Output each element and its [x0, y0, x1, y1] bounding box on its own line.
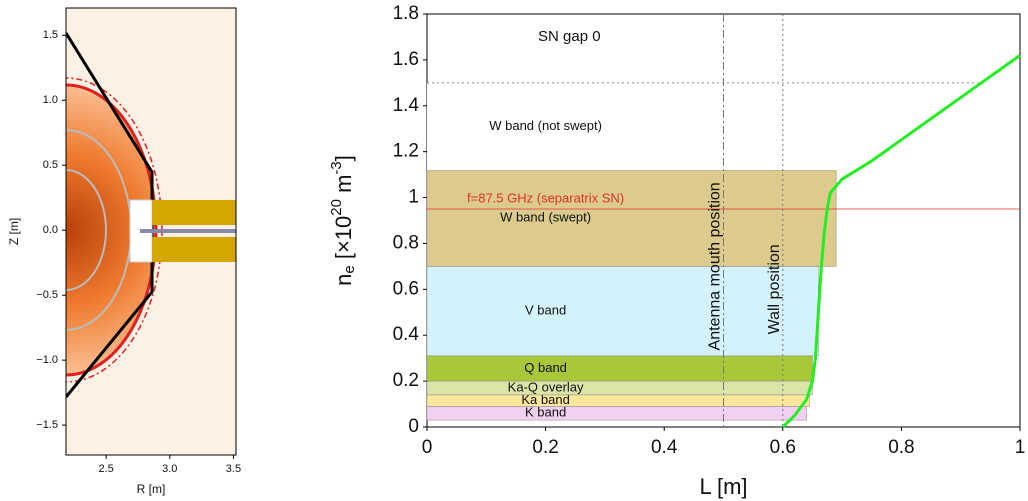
y-tick-label: 0.0: [43, 224, 58, 236]
band-label: K band: [525, 405, 566, 420]
y-tick-label: 0.6: [393, 278, 419, 299]
y-tick-label: −1.0: [36, 354, 58, 366]
band-label: V band: [525, 303, 566, 318]
x-axis-label: L [m]: [699, 474, 747, 499]
h-line-label: f=87.5 GHz (separatrix SN): [467, 190, 624, 205]
x-tick-label: 0.6: [770, 437, 796, 458]
y-tick-label: −0.5: [36, 289, 58, 301]
y-tick-label: 0.4: [393, 324, 420, 345]
y-axis-label-part: -3: [328, 161, 345, 174]
x-tick-label: 0.4: [651, 437, 678, 458]
y-tick-label: 1: [408, 187, 419, 208]
y-tick-label: 1.5: [43, 29, 58, 41]
band: [426, 406, 807, 421]
y-tick-label: 1.4: [393, 95, 420, 116]
v-line-label: Antenna mouth position: [707, 182, 724, 350]
y-tick-label: 1.8: [393, 3, 419, 24]
band-label: W band (swept): [500, 210, 591, 225]
x-axis-label: R [m]: [137, 482, 166, 496]
v-line-label: Wall position: [766, 244, 783, 334]
band: [426, 355, 813, 382]
y-tick-label: 1.2: [393, 141, 419, 162]
y-axis-label-part: e: [341, 265, 358, 273]
x-tick-label: 0.2: [532, 437, 558, 458]
y-tick-label: 0.2: [393, 370, 419, 391]
band: [426, 380, 813, 396]
band-label: Ka band: [521, 392, 569, 407]
x-tick-label: 2.5: [98, 463, 113, 475]
y-axis-label-part: 20: [328, 199, 345, 216]
y-axis-label-part: n: [331, 274, 356, 286]
band: [426, 169, 837, 267]
y-axis-label-part: ]: [331, 155, 356, 161]
x-tick-label: 3.0: [162, 463, 177, 475]
y-tick-label: 0: [408, 416, 419, 437]
band-label: W band (not swept): [489, 118, 602, 133]
y-tick-label: 0.8: [393, 232, 419, 253]
band: [427, 82, 979, 171]
x-tick-label: 3.5: [226, 463, 241, 475]
y-axis-label: ne [×1020 m-3]: [328, 155, 358, 286]
band-label: Q band: [524, 360, 567, 375]
left-frame: [65, 7, 237, 456]
band: [426, 266, 819, 357]
y-tick-label: 0.5: [43, 159, 58, 171]
y-axis-label: Z [m]: [7, 218, 21, 245]
cross-section-drawing: [66, 8, 236, 455]
band: [426, 394, 810, 407]
annotation: SN gap 0: [538, 28, 601, 45]
band-label: Ka-Q overlay: [508, 379, 584, 394]
y-axis-label-part: [×10: [331, 216, 356, 266]
y-axis-label-part: m: [331, 175, 356, 199]
y-tick-label: 1.0: [43, 94, 58, 106]
y-tick-label: −1.5: [36, 419, 58, 431]
x-tick-label: 0: [422, 437, 433, 458]
density-line: [781, 54, 1021, 429]
x-tick-label: 1: [1015, 437, 1026, 458]
x-tick-label: 0.8: [888, 437, 914, 458]
y-tick-label: 1.6: [393, 49, 419, 70]
